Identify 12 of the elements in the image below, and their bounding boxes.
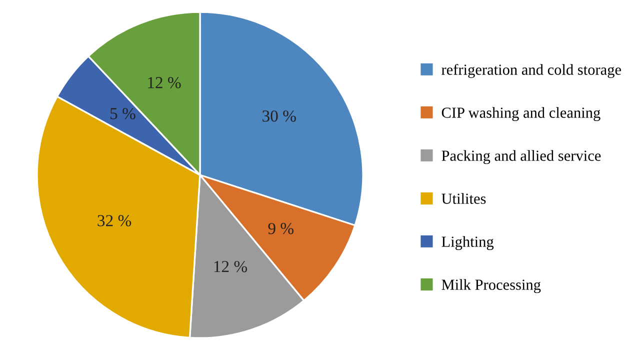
legend-label: refrigeration and cold storage <box>442 64 622 78</box>
legend-label: CIP washing and cleaning <box>442 107 600 122</box>
data-label: 12 % <box>214 260 248 272</box>
data-label: 30 % <box>262 110 296 122</box>
legend-label: Packing and allied service <box>442 150 601 164</box>
legend-label: Milk Processing <box>442 279 541 294</box>
data-label: 12 % <box>148 76 181 88</box>
legend-label: Utilites <box>442 193 486 204</box>
data-label: 5 % <box>110 108 136 120</box>
data-label: 32 % <box>98 215 132 226</box>
data-label: 9 % <box>268 222 294 234</box>
legend-label: Lighting <box>442 236 494 250</box>
